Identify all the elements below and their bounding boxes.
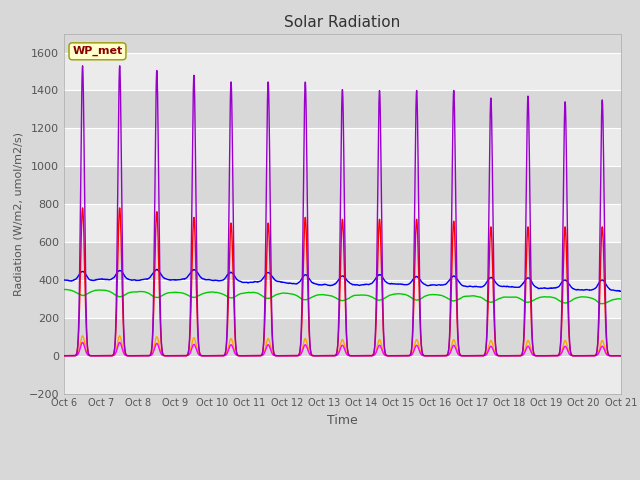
Title: Solar Radiation: Solar Radiation — [284, 15, 401, 30]
Bar — [64, 52, 621, 90]
Bar — [64, 128, 621, 166]
X-axis label: Time: Time — [327, 414, 358, 427]
Bar — [64, 280, 621, 318]
Bar — [64, 356, 621, 394]
Text: WP_met: WP_met — [72, 46, 123, 57]
Bar — [64, 204, 621, 242]
Y-axis label: Radiation (W/m2, umol/m2/s): Radiation (W/m2, umol/m2/s) — [13, 132, 23, 296]
